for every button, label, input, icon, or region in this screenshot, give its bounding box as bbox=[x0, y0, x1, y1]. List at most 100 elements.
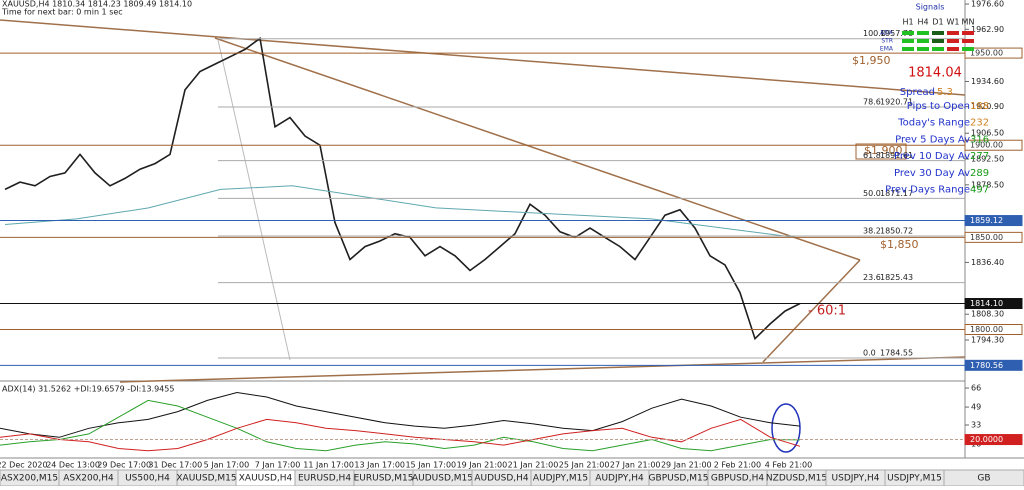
y-tick-label: 1906.50 bbox=[971, 129, 1004, 138]
x-tick-label: 25 Jan 21:00 bbox=[559, 461, 610, 470]
current-price: 1814.04 bbox=[908, 66, 962, 81]
level-box bbox=[964, 298, 1023, 310]
x-tick-label: 29 Jan 21:00 bbox=[661, 461, 712, 470]
fib-value: 1891.61 bbox=[880, 151, 913, 160]
annotation: $1,900 bbox=[864, 144, 903, 157]
timeframe: H4 bbox=[917, 18, 928, 27]
fib-anchor bbox=[217, 39, 291, 361]
level-label: 1780.56 bbox=[970, 361, 1003, 370]
tab-label[interactable]: GB bbox=[977, 474, 990, 484]
level-label: 1850.00 bbox=[970, 233, 1003, 242]
level-label: 1814.10 bbox=[970, 299, 1003, 308]
trendline bbox=[0, 19, 966, 96]
stat-value: 188 bbox=[970, 101, 989, 112]
tab-label[interactable]: GBPUSD,M15 bbox=[649, 474, 709, 484]
level-label: 20.0000 bbox=[970, 435, 1003, 444]
tab-label[interactable]: US500,H4 bbox=[125, 474, 170, 484]
signal-cell bbox=[917, 31, 929, 35]
timeframe: W1 bbox=[947, 18, 960, 27]
tab-label[interactable]: GBPUSD,H4 bbox=[711, 474, 764, 484]
annotation: $1,850 bbox=[880, 238, 919, 251]
level-box bbox=[964, 324, 1023, 336]
x-tick-label: 2 Feb 21:00 bbox=[714, 461, 761, 470]
stat-value: 289 bbox=[970, 168, 989, 179]
y-tick-label: 1794.30 bbox=[971, 336, 1004, 345]
x-tick-label: 22 Dec 2020 bbox=[0, 461, 48, 470]
tab-label[interactable]: EURUSD,M15 bbox=[354, 474, 414, 484]
signal-cell bbox=[902, 47, 914, 51]
tab-label[interactable]: AUDUSD,H4 bbox=[474, 474, 529, 484]
signal-cell bbox=[917, 39, 929, 43]
stat-label: Prev 30 Day Av bbox=[894, 168, 970, 179]
signal-cell bbox=[917, 47, 929, 51]
x-tick-label: 4 Feb 21:00 bbox=[765, 461, 812, 470]
tab-label[interactable]: XAUUSD,M15 bbox=[176, 474, 236, 484]
stat-label: Prev 5 Days Av bbox=[895, 134, 970, 145]
stat-label: Prev 10 Day Av bbox=[894, 151, 970, 162]
fib-value: 1825.43 bbox=[880, 273, 913, 282]
signal-cell bbox=[962, 47, 974, 51]
signal-cell bbox=[932, 39, 944, 43]
signal-cell bbox=[962, 31, 974, 35]
level-label: 1859.12 bbox=[970, 216, 1003, 225]
tab-label[interactable]: USDJPY,M15 bbox=[887, 474, 942, 484]
signal-row: STR bbox=[881, 38, 893, 45]
tab-label[interactable]: ASX200,M15 bbox=[1, 474, 58, 484]
stat-label: Prev Days Range bbox=[885, 185, 970, 196]
stat-value: 232 bbox=[970, 118, 989, 129]
spread-label: Spread bbox=[900, 87, 935, 98]
trendline bbox=[119, 356, 966, 383]
signal-row: EMA bbox=[880, 46, 894, 53]
fib-ratio: 38.2 bbox=[863, 227, 881, 236]
level-box bbox=[964, 359, 1023, 371]
signal-cell bbox=[902, 39, 914, 43]
level-box bbox=[964, 215, 1023, 227]
series-line bbox=[0, 391, 801, 438]
signal-row: ADX bbox=[880, 30, 893, 37]
y-tick-label: 1934.60 bbox=[971, 77, 1004, 86]
tab-label[interactable]: USDJPY,H4 bbox=[832, 474, 880, 484]
trendline bbox=[214, 37, 861, 261]
x-tick-label: 15 Jan 17:00 bbox=[405, 461, 456, 470]
signal-cell bbox=[932, 47, 944, 51]
signal-cell bbox=[902, 31, 914, 35]
annotation: - 60:1 bbox=[808, 304, 846, 319]
level-label: 1900.00 bbox=[970, 141, 1003, 150]
x-tick-label: 11 Jan 17:00 bbox=[303, 461, 354, 470]
y-tick-label: 66 bbox=[971, 384, 981, 393]
level-box bbox=[964, 47, 1023, 59]
fib-value: 1850.72 bbox=[880, 227, 913, 236]
tab-label[interactable]: AUDUSD,M15 bbox=[412, 474, 473, 484]
tab-label[interactable]: AUDJPY,M15 bbox=[533, 474, 588, 484]
tab-label[interactable]: EURUSD,H4 bbox=[298, 474, 351, 484]
timeframe: MN bbox=[962, 18, 975, 27]
y-tick-label: 1920.90 bbox=[971, 102, 1004, 111]
y-tick-label: 1892.50 bbox=[971, 155, 1004, 164]
signal-cell bbox=[962, 39, 974, 43]
x-tick-label: 7 Jan 17:00 bbox=[255, 461, 301, 470]
signals-title: Signals bbox=[916, 3, 945, 12]
signal-cell bbox=[947, 31, 959, 35]
fib-ratio: 50.0 bbox=[863, 189, 881, 198]
fib-ratio: 100.0 bbox=[863, 29, 886, 38]
x-tick-label: 21 Jan 21:00 bbox=[508, 461, 559, 470]
tab-label[interactable]: XAUUSD,H4 bbox=[239, 474, 293, 484]
tab-label[interactable]: ASX200,H4 bbox=[63, 474, 114, 484]
level-box bbox=[964, 231, 1023, 243]
y-tick-label: 1808.30 bbox=[971, 310, 1004, 319]
annotation: $1,950 bbox=[852, 54, 891, 67]
level-label: 1800.00 bbox=[970, 325, 1003, 334]
y-tick-label: 33 bbox=[971, 420, 981, 429]
x-tick-label: 5 Jan 17:00 bbox=[204, 461, 250, 470]
fib-ratio: 78.6 bbox=[863, 98, 881, 107]
signal-cell bbox=[947, 47, 959, 51]
x-tick-label: 31 Dec 17:00 bbox=[148, 461, 202, 470]
stat-value: 316 bbox=[970, 134, 989, 145]
fib-value: 1871.17 bbox=[880, 189, 913, 198]
tab-label[interactable]: AUDJPY,H4 bbox=[595, 474, 644, 484]
x-tick-label: 19 Jan 21:00 bbox=[457, 461, 508, 470]
tab-label[interactable]: NZDUSD,M15 bbox=[766, 474, 827, 484]
y-tick-label: 49 bbox=[971, 403, 981, 412]
